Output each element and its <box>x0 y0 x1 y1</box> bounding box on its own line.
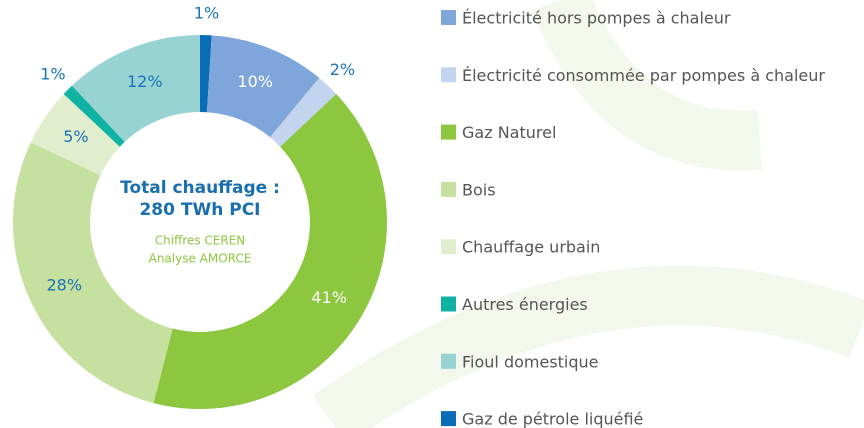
legend-swatch <box>441 411 456 427</box>
slice <box>30 93 120 176</box>
slice <box>71 34 201 142</box>
legend-label: Autres énergies <box>462 295 588 314</box>
value-label: 1% <box>194 4 219 23</box>
legend-swatch <box>441 353 456 369</box>
legend: Électricité hors pompes à chaleur Électri… <box>441 9 825 428</box>
value-label: 2% <box>330 60 355 79</box>
donut: 1% 10% 2% 41% 28% 5% 1% 12% <box>13 4 388 410</box>
value-label: 1% <box>40 64 65 83</box>
watermark <box>312 0 864 428</box>
value-label: 41% <box>311 288 347 307</box>
legend-label: Électricité consommée par pompes à chale… <box>462 66 825 85</box>
legend-swatch <box>441 181 456 197</box>
center-title: Total chauffage : <box>120 178 280 198</box>
center-source: Analyse AMORCE <box>149 252 252 266</box>
legend-label: Gaz de pétrole liquéfié <box>462 410 643 428</box>
value-label: 5% <box>63 127 88 146</box>
value-label: 10% <box>237 72 273 91</box>
legend-swatch <box>441 10 456 25</box>
slice <box>200 35 212 113</box>
slice <box>206 35 320 138</box>
watermark-swoosh <box>532 0 763 171</box>
legend-label: Bois <box>462 180 496 199</box>
slice <box>63 85 125 147</box>
legend-swatch <box>441 296 456 312</box>
legend-swatch <box>441 239 456 255</box>
slice <box>153 93 388 410</box>
legend-swatch <box>441 124 456 140</box>
legend-label: Chauffage urbain <box>462 238 600 257</box>
value-label: 28% <box>46 275 82 294</box>
watermark-swoosh <box>312 265 864 428</box>
center-title: 280 TWh PCI <box>139 200 260 220</box>
slice <box>13 142 173 404</box>
value-label: 12% <box>127 72 163 91</box>
center-source: Chiffres CEREN <box>155 234 246 248</box>
legend-label: Gaz Naturel <box>462 123 556 142</box>
legend-label: Électricité hors pompes à chaleur <box>462 9 731 28</box>
legend-swatch <box>441 67 456 83</box>
slice <box>270 77 337 147</box>
legend-label: Fioul domestique <box>462 352 599 371</box>
